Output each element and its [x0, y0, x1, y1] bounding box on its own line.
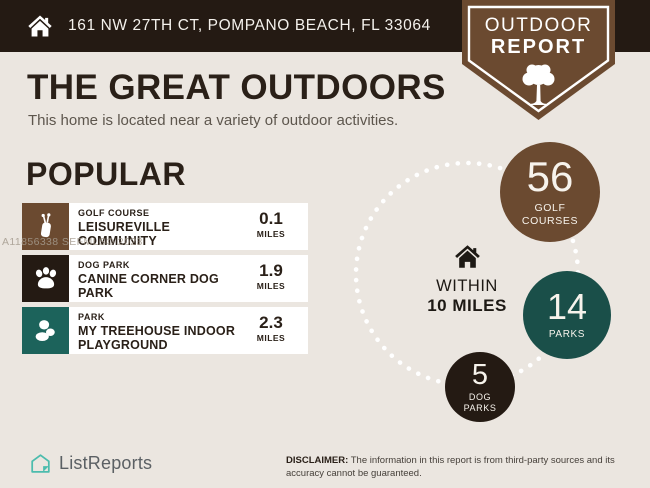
popular-heading: POPULAR	[26, 156, 186, 192]
stat-label: DOG PARKS	[463, 391, 497, 413]
place-distance: 1.9	[259, 261, 283, 280]
listreports-logo: ListReports	[30, 453, 152, 474]
radius-center: WITHIN 10 MILES	[407, 244, 527, 316]
popular-list: GOLF COURSE LEISUREVILLE COMMUNITY ASSOC…	[22, 203, 308, 359]
place-name: MY TREEHOUSE INDOOR PLAYGROUND	[78, 324, 236, 352]
distance-unit: MILES	[256, 281, 286, 291]
list-item: GOLF COURSE LEISUREVILLE COMMUNITY ASSOC…	[22, 203, 308, 250]
badge-label-outdoor: OUTDOOR	[484, 15, 593, 36]
page-title: THE GREAT OUTDOORS	[27, 68, 446, 107]
outdoor-report-badge: OUTDOOR REPORT	[462, 0, 615, 122]
place-category: GOLF COURSE	[78, 208, 150, 218]
tree-icon	[522, 64, 555, 105]
stat-value: 14	[546, 286, 588, 327]
within-label: WITHIN	[436, 277, 498, 295]
disclaimer-label: DISCLAIMER:	[286, 455, 349, 466]
stat-value: 5	[471, 358, 489, 391]
stat-bubble-parks: 14 PARKS	[523, 271, 611, 359]
house-icon	[28, 15, 52, 37]
stat-label: PARKS	[548, 329, 586, 340]
place-distance: 2.3	[259, 313, 283, 332]
property-address: 161 NW 27TH CT, POMPANO BEACH, FL 33064	[68, 17, 431, 34]
golf-bag-icon	[22, 203, 69, 250]
list-item: PARK MY TREEHOUSE INDOOR PLAYGROUND 2.3 …	[22, 307, 308, 354]
listreports-house-icon	[31, 454, 50, 473]
rocks-icon	[22, 307, 69, 354]
stat-bubble-golf-courses: 56 GOLF COURSES	[500, 142, 600, 242]
house-icon	[454, 245, 480, 268]
place-category: DOG PARK	[78, 260, 130, 270]
place-name: LEISUREVILLE COMMUNITY ASSOCIATION	[78, 220, 170, 250]
stat-value: 56	[526, 153, 574, 201]
page-subtitle: This home is located near a variety of o…	[28, 112, 399, 129]
distance-unit: MILES	[256, 333, 286, 343]
place-distance: 0.1	[259, 209, 283, 228]
within-miles: 10 MILES	[427, 296, 507, 315]
mls-watermark: A11856338 SEFMLS© 2023	[2, 236, 143, 248]
stat-label: GOLF COURSES	[521, 202, 579, 227]
badge-label-report: REPORT	[490, 36, 587, 58]
distance-unit: MILES	[256, 229, 286, 239]
brand-name: ListReports	[59, 453, 153, 473]
badge-shape	[462, 0, 615, 120]
paw-icon	[22, 255, 69, 302]
list-item: DOG PARK CANINE CORNER DOG PARK 1.9 MILE…	[22, 255, 308, 302]
disclaimer-body: The information in this report is from t…	[286, 455, 615, 479]
stat-bubble-dog-parks: 5 DOG PARKS	[445, 352, 515, 422]
place-category: PARK	[78, 312, 105, 322]
disclaimer-text: DISCLAIMER: The information in this repo…	[286, 455, 628, 481]
place-name: CANINE CORNER DOG PARK	[78, 272, 219, 300]
